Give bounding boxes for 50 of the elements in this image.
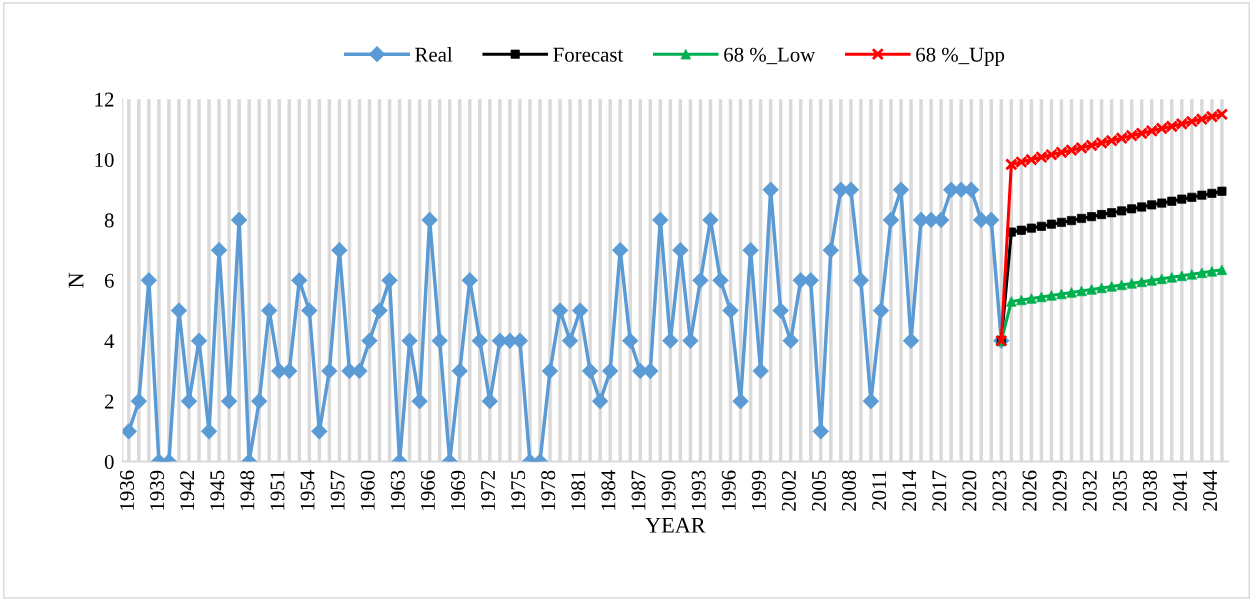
y-tick-label: 2 (104, 394, 114, 409)
x-tick-label: 2008 (842, 470, 857, 511)
x-tick-label: 2017 (932, 470, 947, 511)
x-tick-label: 1993 (691, 470, 706, 510)
x-tick-label: 1978 (541, 470, 556, 510)
legend-label: 68 %_Upp (916, 47, 1005, 66)
x-tick-label: 1948 (240, 470, 255, 510)
y-tick-label: 8 (104, 213, 114, 228)
y-axis-title: N (68, 272, 84, 288)
x-tick-label: 1969 (450, 470, 465, 510)
x-tick-label: 1984 (601, 470, 616, 510)
x-tick-label: 2044 (1203, 470, 1218, 511)
x-tick-label: 1972 (481, 471, 496, 510)
x-tick-label: 2026 (1022, 470, 1037, 511)
x-tick-label: 1987 (631, 470, 646, 510)
y-tick-label: 6 (104, 273, 114, 288)
x-tick-label: 2011 (872, 471, 887, 510)
x-tick-label: 1963 (390, 470, 405, 510)
y-tick-label: 4 (104, 334, 115, 348)
x-tick-label: 2041 (1172, 471, 1188, 511)
x-tick-label: 1990 (661, 470, 676, 510)
x-axis-title: YEAR (645, 517, 706, 533)
y-tick-label: 12 (95, 92, 114, 107)
x-tick-label: 1999 (751, 470, 766, 510)
legend-label: 68 %_Low (724, 47, 816, 65)
x-tick-label: 1957 (330, 470, 345, 510)
x-tick-label: 2005 (811, 470, 826, 511)
x-tick-label: 2002 (781, 471, 796, 511)
x-tick-label: 1945 (210, 470, 225, 510)
x-tick-label: 2029 (1052, 470, 1067, 511)
legend-label: Forecast (553, 47, 624, 62)
x-tick-label: 1966 (420, 470, 435, 510)
x-tick-label: 1951 (270, 471, 285, 510)
x-tick-label: 1942 (180, 471, 195, 510)
x-tick-label: 2023 (992, 470, 1007, 511)
legend-label: Real (415, 47, 453, 62)
x-tick-label: 1936 (120, 470, 135, 510)
y-tick-label: 0 (104, 454, 114, 469)
x-tick-label: 2032 (1082, 471, 1097, 511)
x-tick-label: 1975 (511, 470, 526, 510)
x-tick-label: 2038 (1142, 470, 1157, 511)
x-tick-label: 1981 (571, 471, 586, 510)
x-tick-label: 1960 (360, 470, 375, 510)
y-tick-label: 10 (95, 152, 114, 167)
x-tick-label: 2014 (902, 470, 917, 511)
x-tick-label: 1954 (300, 470, 315, 510)
x-tick-label: 2020 (962, 470, 977, 511)
x-tick-label: 1996 (721, 470, 736, 510)
x-tick-label: 2035 (1112, 470, 1127, 511)
x-tick-label: 1939 (150, 470, 165, 510)
